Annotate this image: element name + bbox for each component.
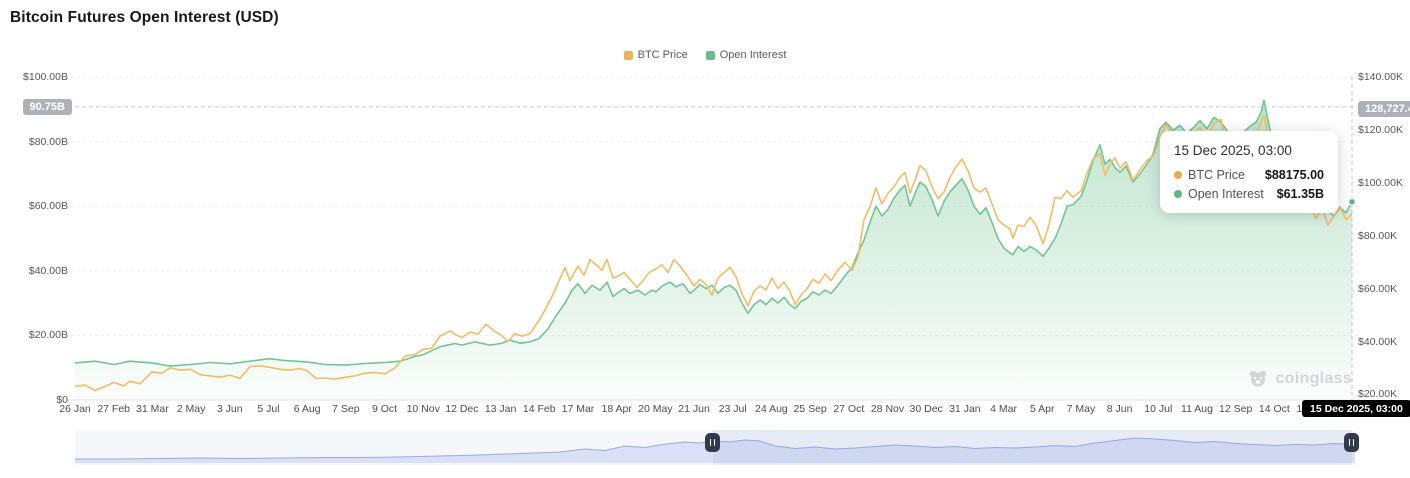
legend-swatch (623, 50, 633, 60)
y-axis-right-label: $20.00K (1358, 388, 1398, 401)
x-axis-tick-label: 31 Jan (949, 403, 981, 415)
tooltip-date: 15 Dec 2025, 03:00 (1174, 143, 1292, 158)
x-axis-tick-label: 7 May (1066, 403, 1096, 415)
legend-label: Open Interest (719, 49, 787, 61)
x-axis-tick-label: 27 Oct (833, 403, 865, 415)
x-axis-tick-label: 9 Oct (371, 403, 398, 415)
btc-price-max-badge: 128,727.42 (1358, 100, 1410, 117)
y-axis-left-label: $100.00B (23, 71, 68, 83)
x-axis-tick-label: 6 Aug (293, 403, 321, 415)
tooltip-series-name: BTC Price (1188, 168, 1245, 182)
page-title: Bitcoin Futures Open Interest (USD) (10, 9, 279, 26)
y-axis-left-label: $20.00B (28, 329, 68, 342)
x-axis-tick-label: 18 Apr (601, 403, 632, 415)
x-axis-tick-label: 11 Aug (1181, 403, 1213, 415)
x-axis-tick-label: 3 Jun (216, 403, 243, 415)
y-axis-right-label: $140.00K (1358, 71, 1403, 83)
x-axis-tick-label: 10 Nov (406, 403, 440, 415)
y-axis-right-label: $60.00K (1358, 282, 1398, 295)
watermark-text: coinglass (1275, 370, 1352, 387)
x-axis-tick-label: 7 Sep (332, 403, 360, 415)
y-axis-right-label: $40.00K (1358, 335, 1398, 348)
x-axis-tick-label: 27 Feb (97, 403, 131, 415)
x-axis-tick-label: 12 Sep (1219, 403, 1253, 415)
x-axis-tick-label: 4 Mar (990, 403, 1017, 415)
navigator-left-handle[interactable] (705, 433, 720, 452)
x-axis-tick-label: 24 Aug (755, 403, 788, 415)
x-axis-tick-label: 12 Dec (445, 403, 479, 415)
x-axis-tick-label: 28 Nov (870, 403, 905, 415)
series-dot-icon (1174, 171, 1182, 179)
x-axis-tick-label: 17 Mar (561, 403, 595, 415)
tooltip-row: Open Interest $61.35B (1174, 187, 1324, 201)
x-axis-tick-label: 8 Jun (1106, 403, 1133, 415)
legend-swatch (705, 50, 715, 60)
legend: BTC Price Open Interest (0, 49, 1410, 61)
x-axis-tick-label: 25 Sep (793, 403, 827, 415)
x-axis-tick-label: 30 Dec (909, 403, 943, 415)
x-axis-tick-label: 13 Jan (484, 403, 517, 415)
tooltip-row: BTC Price $88175.00 (1174, 168, 1324, 182)
series-dot-icon (1174, 190, 1182, 198)
y-axis-left-label: $80.00B (28, 135, 68, 148)
x-axis-tick-label: 5 Jul (257, 403, 280, 415)
y-axis-right-label: $120.00K (1358, 123, 1403, 136)
x-axis-tick-label: 31 Mar (136, 403, 169, 415)
y-axis-left-label: $60.00B (28, 200, 68, 213)
x-axis-tick-label: 20 May (638, 403, 673, 415)
x-axis-tick-label: 26 Jan (59, 403, 91, 415)
y-axis-right-label: $100.00K (1358, 176, 1403, 189)
legend-label: BTC Price (637, 49, 688, 61)
open-interest-max-badge: 90.75B (22, 98, 72, 115)
navigator-right-handle[interactable] (1344, 433, 1359, 452)
x-axis-tick-label: 14 Feb (522, 403, 556, 415)
legend-item-btc-price[interactable]: BTC Price (623, 49, 688, 61)
x-axis-tick-label: 14 Oct (1258, 403, 1290, 415)
x-axis-tick-label: 2 May (176, 403, 206, 415)
marker-lines (75, 77, 1357, 400)
tooltip-series-name: Open Interest (1188, 187, 1264, 201)
tooltip: 15 Dec 2025, 03:00 BTC Price $88175.00 Ope… (1160, 131, 1338, 213)
y-axis-left-label: $40.00B (28, 264, 68, 277)
x-axis-tick-label: 10 Jul (1144, 403, 1173, 415)
tooltip-series-value: $61.35B (1276, 187, 1324, 201)
y-axis-left-label: $0 (56, 394, 68, 406)
tooltip-series-value: $88175.00 (1264, 168, 1324, 182)
y-axis-right-label: $80.00K (1358, 229, 1398, 242)
legend-item-open-interest[interactable]: Open Interest (705, 49, 787, 61)
x-axis-tick-label: 23 Jul (718, 403, 747, 415)
crosshair-date-badge: 15 Dec 2025, 03:00 (1302, 400, 1410, 417)
watermark: coinglass (1247, 368, 1352, 390)
x-axis-tick-label: 5 Apr (1029, 403, 1055, 415)
coinglass-bear-icon (1250, 370, 1267, 387)
x-axis-tick-label: 21 Jun (678, 403, 710, 415)
